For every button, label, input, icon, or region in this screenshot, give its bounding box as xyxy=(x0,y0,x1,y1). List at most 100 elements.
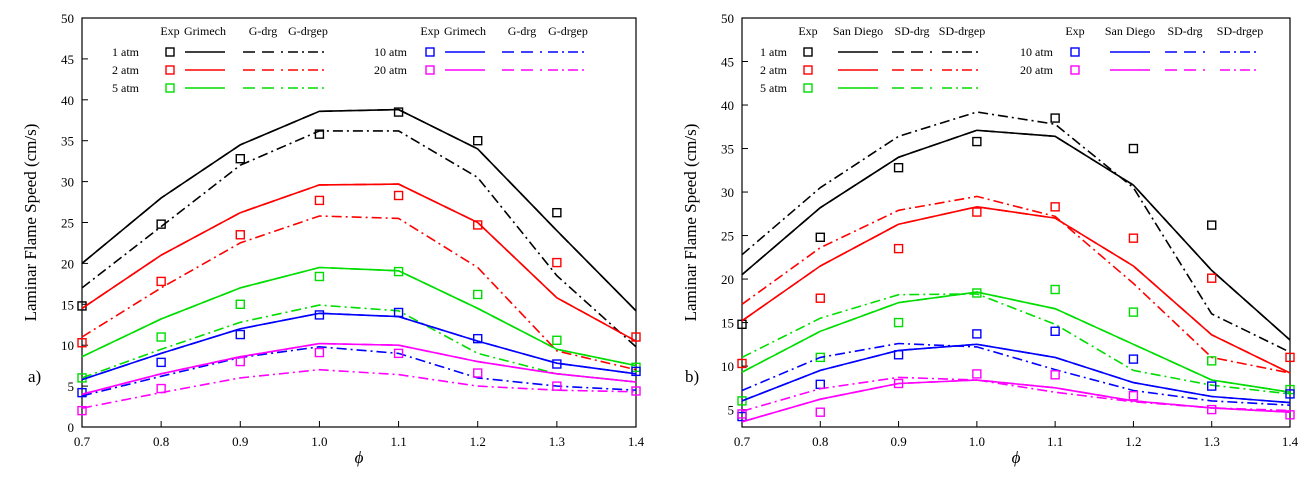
exp-point-5atm xyxy=(552,335,562,345)
y-tick-label: 30 xyxy=(721,185,734,200)
legend-header-item: Grimech xyxy=(184,24,226,38)
legend-header-item: Exp xyxy=(1065,24,1084,38)
x-tick-label: 0.7 xyxy=(734,434,751,449)
legend-label: 10 atm xyxy=(374,45,408,59)
y-tick-label: 5 xyxy=(68,379,75,394)
legend-label: 2 atm xyxy=(112,63,140,77)
legend-exp-marker xyxy=(425,65,435,75)
x-tick-label: 1.3 xyxy=(549,434,565,449)
x-tick-label: 0.7 xyxy=(74,434,91,449)
exp-point-1atm xyxy=(473,135,483,146)
exp-point-1atm xyxy=(1128,143,1139,154)
exp-point-5atm xyxy=(893,317,904,328)
exp-point-20atm xyxy=(156,383,166,394)
x-tick-label: 1.0 xyxy=(969,434,985,449)
exp-point-20atm xyxy=(314,347,325,358)
series-line-5atm-drgep xyxy=(81,304,637,383)
exp-point-1atm xyxy=(1207,220,1217,230)
y-tick-label: 25 xyxy=(61,216,74,231)
y-tick-label: 50 xyxy=(61,11,74,26)
exp-point-20atm xyxy=(815,407,825,417)
exp-point-20atm xyxy=(737,409,747,419)
exp-point-10atm xyxy=(314,310,325,320)
x-tick-label: 1.3 xyxy=(1204,434,1220,449)
y-tick-label: 50 xyxy=(721,11,734,26)
y-tick-label: 5 xyxy=(728,403,735,418)
exp-point-2atm xyxy=(1285,352,1295,363)
series-line-1atm-drg xyxy=(741,129,1291,341)
legend-exp-marker xyxy=(803,83,813,93)
exp-point-1atm xyxy=(314,129,325,139)
exp-point-10atm xyxy=(156,357,166,368)
exp-point-20atm xyxy=(972,369,982,379)
legend-header-item: Exp xyxy=(160,24,179,38)
exp-point-20atm xyxy=(393,348,404,359)
exp-point-2atm xyxy=(1128,233,1139,243)
x-tick-label: 0.9 xyxy=(232,434,248,449)
series-line-1atm-drg xyxy=(81,108,637,312)
exp-point-10atm xyxy=(631,366,641,377)
exp-point-20atm xyxy=(893,378,904,389)
series-line-5atm-drg xyxy=(741,291,1291,393)
legend-header-item: Grimech xyxy=(444,24,486,38)
exp-point-10atm xyxy=(1128,354,1139,364)
exp-point-10atm xyxy=(972,329,982,339)
x-axis-label: ϕ xyxy=(1012,448,1021,467)
exp-point-2atm xyxy=(815,293,825,303)
legend-exp-marker xyxy=(803,47,813,57)
exp-point-5atm xyxy=(1128,307,1139,317)
exp-point-10atm xyxy=(393,307,404,318)
legend-exp-marker xyxy=(165,47,175,57)
exp-point-2atm xyxy=(1207,273,1217,283)
legend-header-item: G-drg xyxy=(249,24,277,38)
series-line-20atm-drgep xyxy=(741,376,1291,413)
series-line-10atm-drgep xyxy=(81,345,637,397)
y-axis-label: Laminar Flame Speed (cm/s) xyxy=(21,124,40,322)
series-line-10atm-drg xyxy=(81,312,637,381)
exp-point-20atm xyxy=(1207,404,1217,415)
exp-point-2atm xyxy=(156,276,166,287)
legend-exp-marker xyxy=(1070,47,1080,57)
exp-point-1atm xyxy=(552,207,562,218)
exp-point-10atm xyxy=(1207,381,1217,391)
exp-point-10atm xyxy=(552,359,562,369)
series-line-5atm-drgep xyxy=(741,293,1291,395)
legend-right: Exp San Diego SD-drg SD-drgep 10 atm 20 atm xyxy=(1020,24,1263,77)
x-tick-label: 1.2 xyxy=(1125,434,1141,449)
x-tick-label: 1.1 xyxy=(390,434,406,449)
exp-point-5atm xyxy=(156,332,166,342)
exp-point-2atm xyxy=(893,243,904,254)
exp-point-1atm xyxy=(393,107,404,117)
exp-point-5atm xyxy=(235,299,245,309)
exp-point-2atm xyxy=(552,257,562,268)
exp-point-10atm xyxy=(235,329,245,340)
exp-point-10atm xyxy=(473,333,483,344)
panel-label: b) xyxy=(685,367,699,386)
exp-point-2atm xyxy=(1050,202,1060,212)
legend-exp-marker xyxy=(165,65,175,75)
series-line-1atm-drgep xyxy=(81,130,637,348)
legend-header-item: G-drg xyxy=(508,24,536,38)
x-tick-label: 1.1 xyxy=(1047,434,1063,449)
legend-header-item: G-drgep xyxy=(288,24,328,38)
legend-left: Exp San Diego SD-drg SD-drgep 1 atm 2 atm 5 at… xyxy=(760,24,985,95)
panel-label: a) xyxy=(28,367,41,386)
legend-header-item: SD-drgep xyxy=(939,24,985,38)
series-line-10atm-drg xyxy=(741,343,1291,404)
x-tick-label: 0.8 xyxy=(812,434,828,449)
y-tick-label: 30 xyxy=(61,175,74,190)
series-line-20atm-drgep xyxy=(81,368,637,409)
y-tick-label: 20 xyxy=(61,256,74,271)
legend-header-item: Exp xyxy=(420,24,439,38)
exp-point-10atm xyxy=(1050,326,1060,336)
y-tick-label: 15 xyxy=(61,297,74,312)
series-line-10atm-drgep xyxy=(741,342,1291,406)
legend-label: 1 atm xyxy=(112,45,140,59)
y-tick-label: 40 xyxy=(61,93,74,108)
legend-header-item: SD-drg xyxy=(1167,24,1202,38)
exp-point-1atm xyxy=(815,232,825,242)
legend-header-item: SD-drg xyxy=(894,24,929,38)
legend-exp-marker xyxy=(803,65,813,75)
y-tick-label: 10 xyxy=(721,359,734,374)
